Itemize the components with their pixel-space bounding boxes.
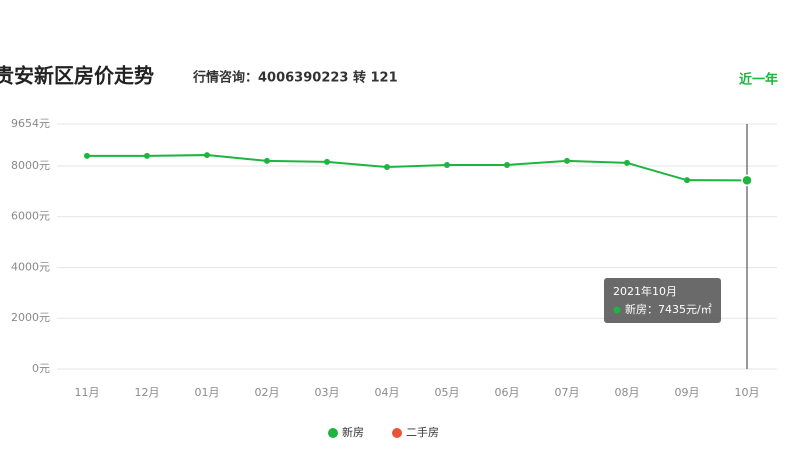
y-tick-label: 6000元 <box>11 210 50 223</box>
x-tick-label: 04月 <box>375 386 400 399</box>
x-tick-label: 07月 <box>555 386 580 399</box>
data-point <box>564 157 570 164</box>
y-tick-label: 2000元 <box>11 311 50 324</box>
data-point <box>741 174 753 187</box>
data-point <box>684 177 690 184</box>
chart-title: 贵安新区房价走势 <box>0 64 154 88</box>
data-point <box>624 159 630 166</box>
range-selector[interactable]: 近一年 <box>739 72 778 88</box>
x-tick-label: 05月 <box>435 386 460 399</box>
data-point <box>84 152 90 159</box>
data-point <box>144 152 150 159</box>
legend-label: 新房 <box>342 425 364 439</box>
x-tick-label: 02月 <box>255 386 280 399</box>
y-tick-label: 8000元 <box>11 159 50 172</box>
y-tick-label: 9654元 <box>11 117 50 130</box>
x-tick-label: 03月 <box>315 386 340 399</box>
chart-subtitle: 行情咨询：4006390223 转 121 <box>192 70 398 86</box>
series-line <box>87 154 748 182</box>
x-tick-label: 12月 <box>135 386 160 399</box>
x-tick-label: 11月 <box>75 386 100 399</box>
legend-marker <box>392 428 402 438</box>
x-tick-label: 01月 <box>195 386 220 399</box>
data-point <box>264 157 270 164</box>
data-point <box>204 152 210 159</box>
legend-marker <box>328 428 338 438</box>
x-tick-label: 09月 <box>675 386 700 399</box>
x-tick-label: 08月 <box>615 386 640 399</box>
tooltip-label: 新房：7435元/㎡ <box>625 302 712 316</box>
data-point <box>384 163 390 170</box>
y-tick-label: 4000元 <box>11 260 50 273</box>
data-point <box>324 158 330 165</box>
x-tick-label: 10月 <box>735 386 760 399</box>
data-point <box>444 161 450 168</box>
y-tick-label: 0元 <box>32 362 50 375</box>
data-point <box>504 161 510 168</box>
legend-label: 二手房 <box>406 425 439 439</box>
tooltip-title: 2021年10月 <box>613 284 677 298</box>
x-tick-label: 06月 <box>495 386 520 399</box>
tooltip-box <box>604 278 721 323</box>
tooltip-dot <box>613 306 621 314</box>
